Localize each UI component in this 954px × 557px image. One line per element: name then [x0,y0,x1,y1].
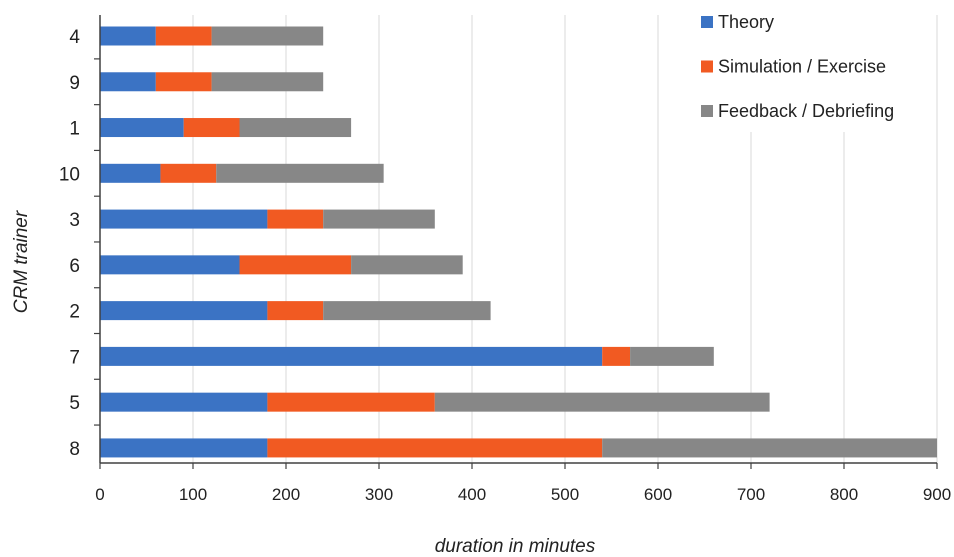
x-tick-label-300: 300 [365,485,393,504]
bar-segment-5-1 [100,392,268,412]
bar-segment-5-2 [267,392,435,412]
x-axis-title: duration in minutes [435,536,596,557]
bar-segment-4-1 [100,26,156,46]
x-tick-label-600: 600 [644,485,672,504]
legend: Theory Simulation / Exercise Feedback / De… [693,4,923,132]
x-tick-label-200: 200 [272,485,300,504]
bar-segment-2-2 [267,301,324,321]
bar-segment-6-2 [239,255,352,275]
bar-segment-3-3 [323,209,435,229]
legend-swatch-3 [701,105,713,117]
y-tick-label-6: 6 [69,256,80,277]
bar-segment-1-2 [183,118,240,138]
bar-segment-4-3 [211,26,324,46]
bars [100,26,937,458]
legend-label-1: Theory [718,12,774,32]
labels: 4 9 1 10 3 6 2 7 5 8 0 100 200 300 400 500 600 700 800 900 [59,27,951,504]
axes [94,15,938,469]
bar-segment-10-1 [100,163,161,183]
y-tick-label-7: 7 [69,347,80,368]
y-tick-label-3: 3 [69,210,80,231]
bar-segment-9-3 [211,72,324,92]
x-tick-label-800: 800 [830,485,858,504]
bar-segment-3-1 [100,209,268,229]
bar-segment-5-3 [434,392,770,412]
bar-segment-10-3 [216,163,384,183]
y-tick-label-4: 4 [69,27,80,48]
bar-segment-9-1 [100,72,156,92]
legend-swatch-1 [701,16,713,28]
y-tick-label-9: 9 [69,73,80,94]
bar-segment-1-1 [100,118,184,138]
legend-background [693,4,923,132]
bar-segment-9-2 [155,72,212,92]
bar-segment-6-1 [100,255,240,275]
x-tick-label-0: 0 [95,485,104,504]
bar-segment-7-2 [602,346,631,366]
legend-label-3: Feedback / Debriefing [718,101,894,121]
bar-segment-7-1 [100,346,603,366]
legend-swatch-2 [701,60,713,73]
bar-segment-3-2 [267,209,324,229]
x-tick-label-500: 500 [551,485,579,504]
legend-label-2: Simulation / Exercise [718,57,886,77]
bar-segment-4-2 [155,26,212,46]
y-tick-label-1: 1 [69,119,80,140]
x-tick-label-400: 400 [458,485,486,504]
bar-segment-2-1 [100,301,268,321]
bar-segment-8-2 [267,438,603,458]
y-tick-label-10: 10 [59,164,80,185]
bar-segment-1-3 [239,118,352,138]
bar-segment-8-3 [602,438,937,458]
y-tick-label-2: 2 [69,302,80,323]
bar-segment-6-3 [351,255,463,275]
y-tick-label-8: 8 [69,439,80,460]
x-tick-label-900: 900 [923,485,951,504]
x-tick-label-700: 700 [737,485,765,504]
y-axis-title: CRM trainer [11,210,32,313]
bar-segment-2-3 [323,301,491,321]
x-tick-label-100: 100 [179,485,207,504]
bar-segment-8-1 [100,438,268,458]
bar-segment-7-3 [630,346,714,366]
y-tick-label-5: 5 [69,393,80,414]
bar-segment-10-2 [160,163,217,183]
